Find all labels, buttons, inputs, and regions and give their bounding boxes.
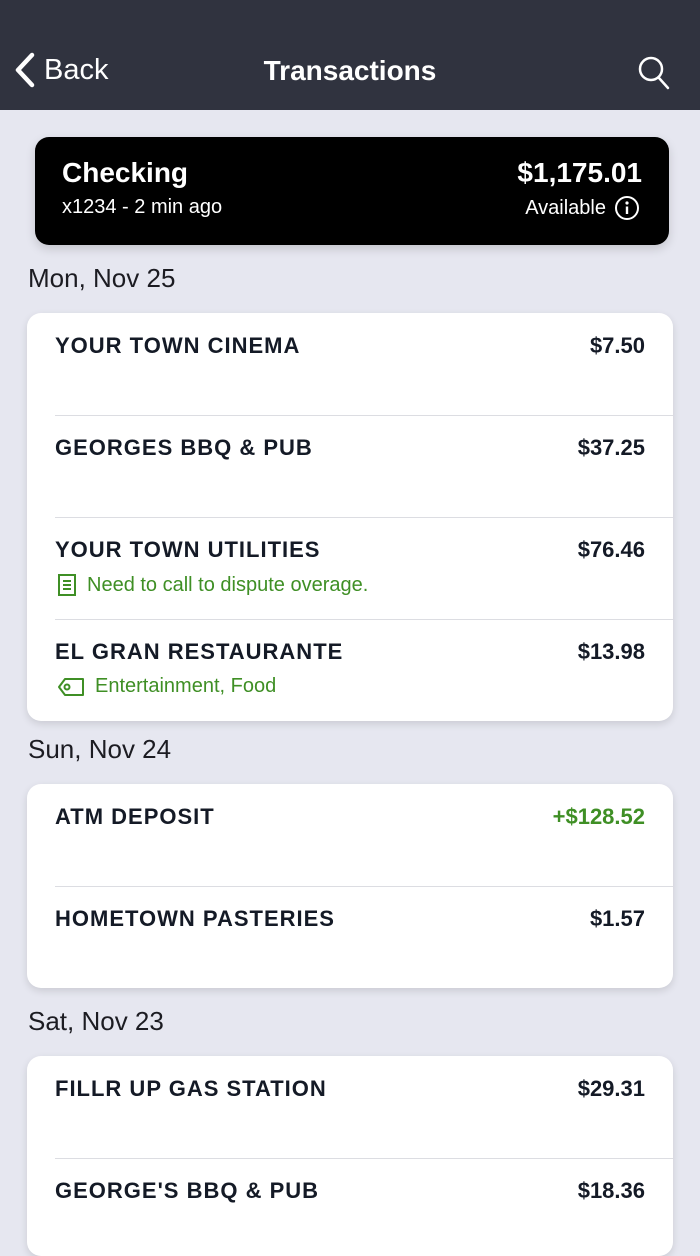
note-icon <box>58 574 76 596</box>
transaction-amount: $37.25 <box>577 435 645 460</box>
merchant-name: FILLR UP GAS STATION <box>55 1076 327 1101</box>
transaction-amount: $13.98 <box>577 639 645 664</box>
transaction-note: Need to call to dispute overage. <box>57 573 368 597</box>
transaction-amount: $76.46 <box>577 537 645 562</box>
note-text: Need to call to dispute overage. <box>87 573 369 596</box>
transaction-amount: $18.36 <box>577 1178 645 1203</box>
date-header: Sun, Nov 24 <box>28 734 172 764</box>
transaction-row[interactable]: YOUR TOWN CINEMA $7.50 <box>27 313 673 415</box>
nav-header: Back Transactions <box>0 0 700 110</box>
back-label: Back <box>44 53 109 86</box>
transaction-group-card: YOUR TOWN CINEMA $7.50 GEORGES BBQ & PUB $3… <box>27 313 673 721</box>
info-icon[interactable] <box>614 195 640 221</box>
account-balance: $1,175.01 <box>517 157 642 188</box>
transaction-group-card: FILLR UP GAS STATION $29.31 GEORGE'S BBQ &… <box>27 1056 673 1256</box>
merchant-name: GEORGE'S BBQ & PUB <box>55 1178 320 1203</box>
merchant-name: YOUR TOWN CINEMA <box>55 333 301 358</box>
account-card[interactable]: Checking x1234 - 2 min ago $1,175.01 Ava… <box>35 137 669 245</box>
tags-text: Entertainment, Food <box>95 675 277 697</box>
tag-icon <box>58 677 84 696</box>
transaction-group-card: ATM DEPOSIT +$128.52 HOMETOWN PASTERIES $1.… <box>27 784 673 988</box>
transaction-row[interactable]: HOMETOWN PASTERIES $1.57 <box>27 886 673 988</box>
transaction-row[interactable]: FILLR UP GAS STATION $29.31 <box>27 1056 673 1158</box>
transaction-tags: Entertainment, Food <box>57 675 276 698</box>
search-icon[interactable] <box>638 56 670 90</box>
transaction-row[interactable]: YOUR TOWN UTILITIES $76.46 Need to call to… <box>27 517 673 619</box>
merchant-name: EL GRAN RESTAURANTE <box>55 639 344 664</box>
merchant-name: ATM DEPOSIT <box>55 804 215 829</box>
transaction-row[interactable]: EL GRAN RESTAURANTE $13.98 Entertainment, … <box>27 619 673 721</box>
back-button[interactable]: Back <box>14 52 108 88</box>
available-label-group: Available <box>525 195 640 221</box>
transaction-amount: $1.57 <box>589 906 645 931</box>
merchant-name: HOMETOWN PASTERIES <box>55 906 335 931</box>
transaction-amount: $7.50 <box>589 333 645 358</box>
transaction-row[interactable]: GEORGES BBQ & PUB $37.25 <box>27 415 673 517</box>
merchant-name: GEORGES BBQ & PUB <box>55 435 313 460</box>
date-header: Sat, Nov 23 <box>28 1006 164 1036</box>
date-header: Mon, Nov 25 <box>28 263 176 293</box>
account-subtitle: x1234 - 2 min ago <box>62 196 223 218</box>
transaction-amount: +$128.52 <box>552 804 645 829</box>
merchant-name: YOUR TOWN UTILITIES <box>55 537 321 562</box>
transaction-amount: $29.31 <box>577 1076 645 1101</box>
page-title: Transactions <box>263 55 437 86</box>
account-name: Checking <box>62 157 189 188</box>
transaction-row[interactable]: ATM DEPOSIT +$128.52 <box>27 784 673 886</box>
available-label: Available <box>525 196 606 219</box>
transaction-row[interactable]: GEORGE'S BBQ & PUB $18.36 <box>27 1158 673 1256</box>
chevron-left-icon <box>15 52 35 88</box>
